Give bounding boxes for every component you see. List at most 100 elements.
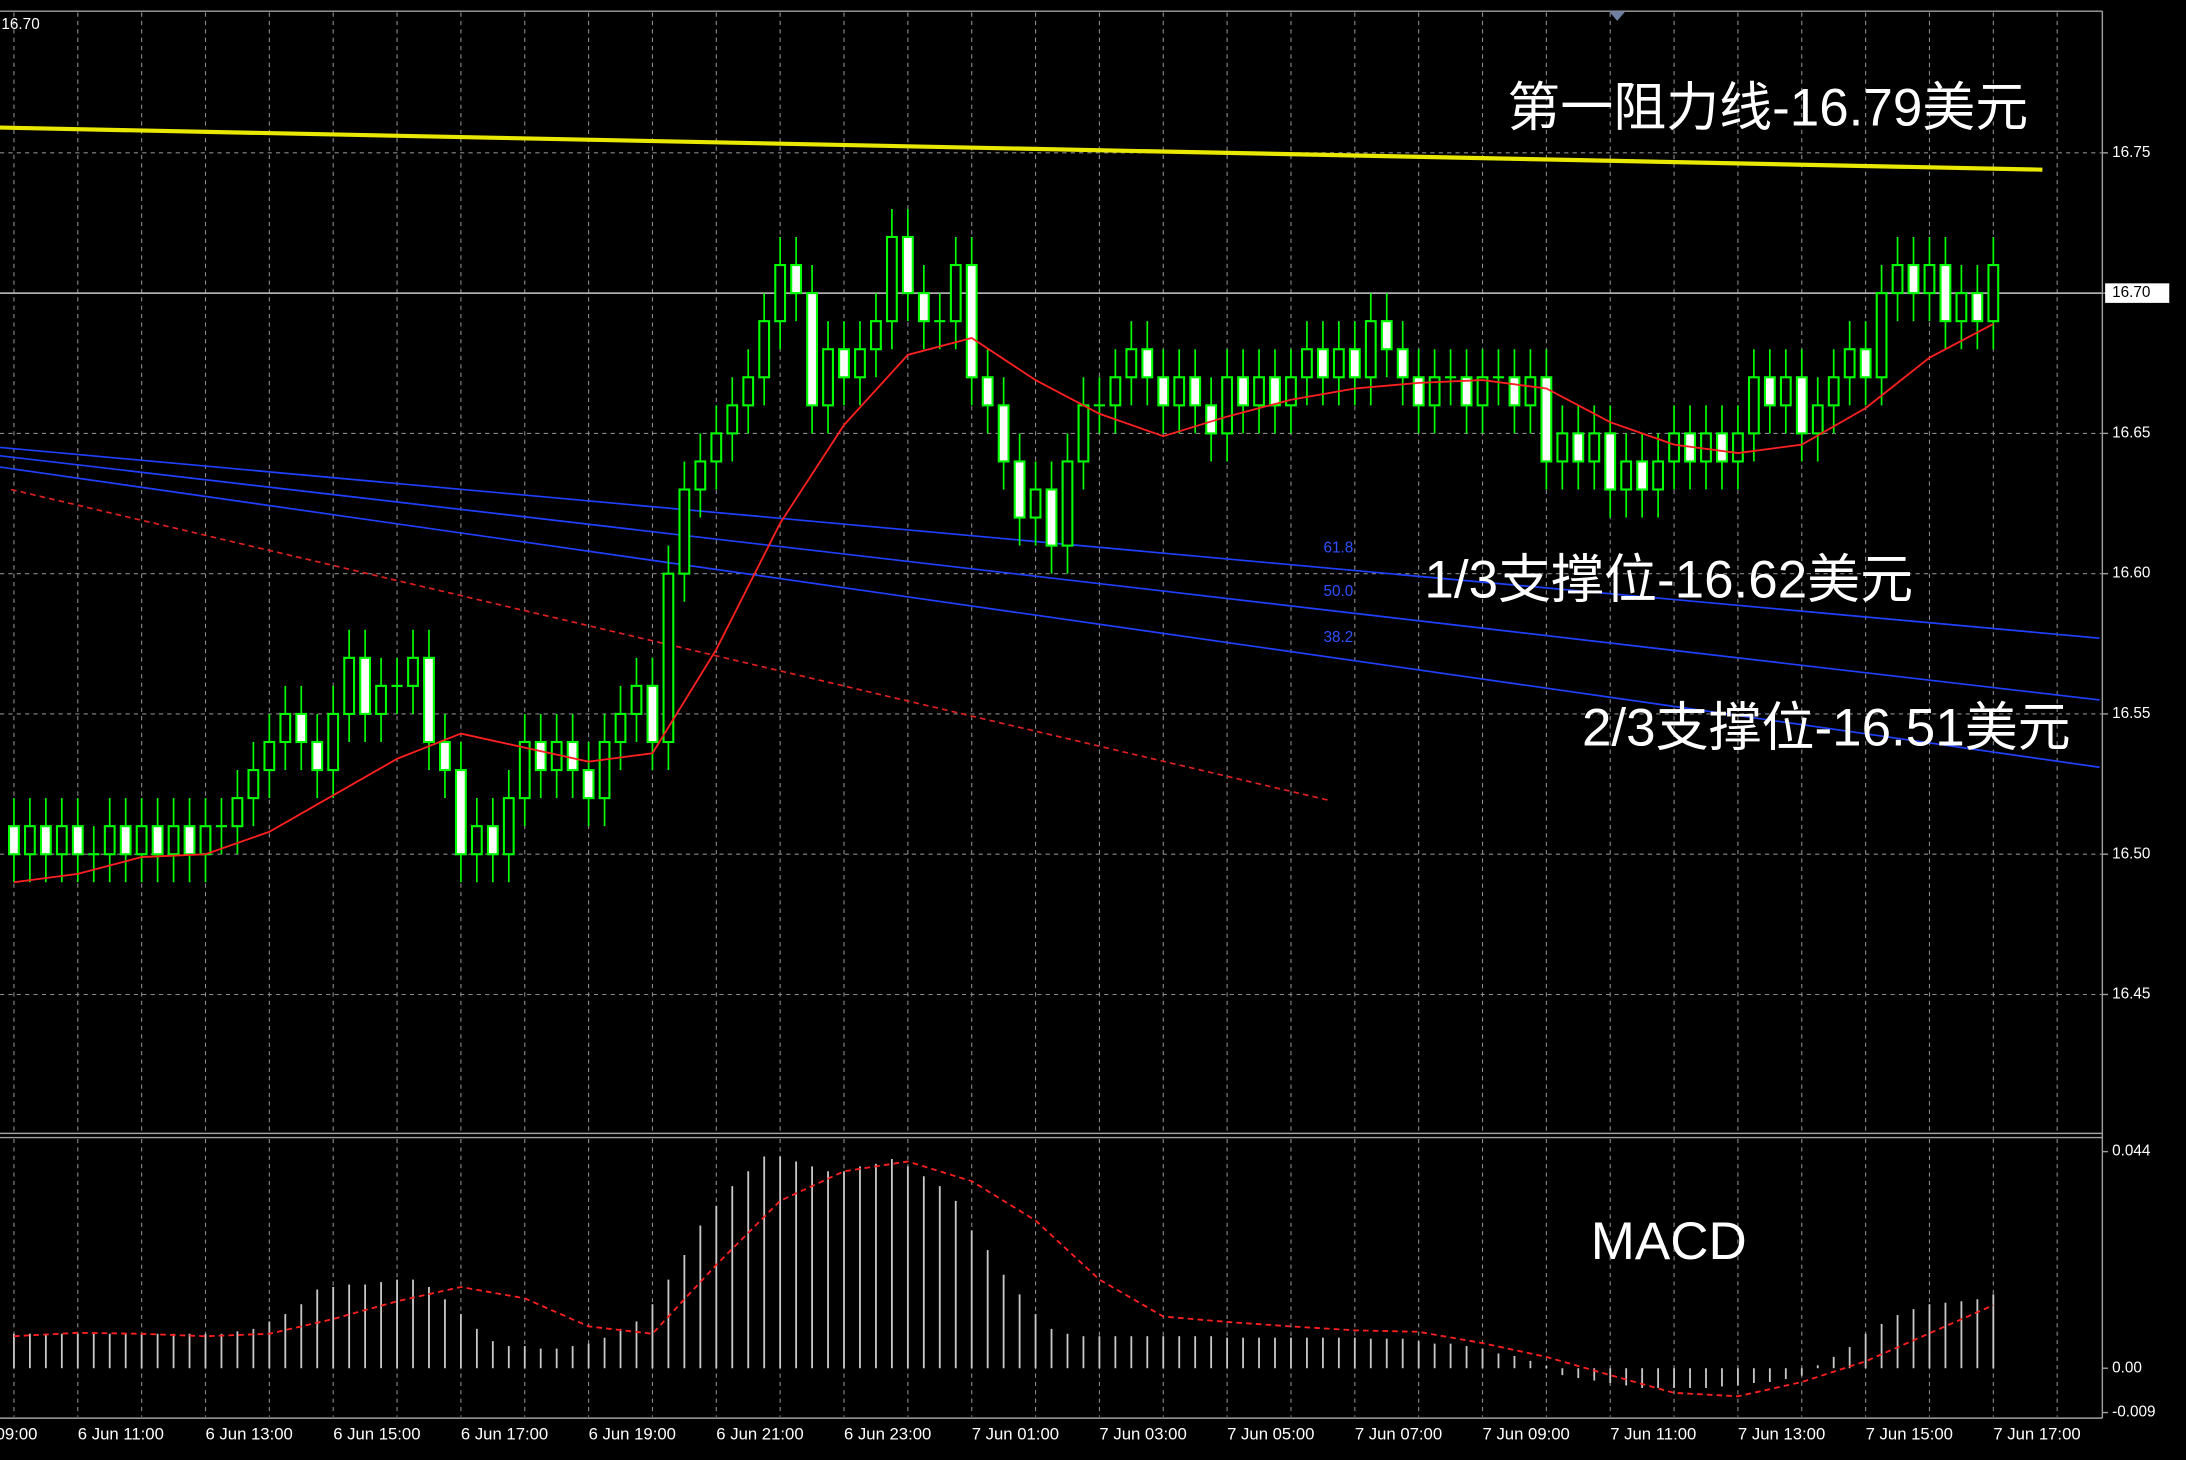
candle-body xyxy=(1955,292,1968,323)
candle-body xyxy=(870,320,882,351)
x-tick-label: 7 Jun 15:00 xyxy=(1866,1424,1953,1443)
candle-body xyxy=(1125,348,1138,379)
candle-body xyxy=(774,264,787,323)
candle-body xyxy=(231,797,244,828)
candle-body xyxy=(1221,376,1234,435)
candle-body xyxy=(885,235,898,323)
candle-body xyxy=(183,825,196,856)
x-tick-label: 6 Jun 21:00 xyxy=(716,1424,803,1443)
candle-body xyxy=(1891,264,1904,295)
candle-body xyxy=(1205,404,1218,435)
candle-body xyxy=(1412,376,1425,407)
candle-body xyxy=(1843,348,1856,379)
candle-body xyxy=(327,712,340,772)
y-tick-label: 16.75 xyxy=(2112,144,2150,161)
y-tick-label: 0.044 xyxy=(2112,1143,2151,1160)
candle-body xyxy=(439,740,451,772)
candle-body xyxy=(1460,376,1473,407)
candle-body xyxy=(1827,376,1840,407)
candle-body xyxy=(1285,376,1297,407)
candle-body xyxy=(1077,404,1090,463)
candle-body xyxy=(1971,292,1984,323)
candle-body xyxy=(598,740,611,800)
candle-body xyxy=(103,825,116,856)
candle-body xyxy=(1604,432,1617,491)
candle-body xyxy=(1141,348,1154,379)
candle-body xyxy=(1652,460,1665,491)
candle-body xyxy=(901,235,914,295)
candle-body xyxy=(518,740,531,800)
candle-body xyxy=(23,825,36,856)
candle-body xyxy=(470,825,483,856)
y-tick-label: 16.55 xyxy=(2112,705,2150,722)
candle-body xyxy=(247,769,260,800)
candle-body xyxy=(167,825,180,856)
candle-body xyxy=(1907,264,1920,295)
candle-body xyxy=(1301,348,1313,379)
x-tick-label: 6 Jun 11:00 xyxy=(78,1424,164,1443)
candle-body xyxy=(1700,432,1712,463)
candle-body xyxy=(8,825,20,856)
candle-body xyxy=(375,684,388,715)
candle-body xyxy=(1348,348,1361,379)
candle-body xyxy=(343,656,356,715)
x-tick-label: 7 Jun 17:00 xyxy=(1993,1424,2080,1443)
candle-body xyxy=(151,825,164,856)
y-tick-label: 0.00 xyxy=(2112,1359,2142,1376)
candle-body xyxy=(295,712,308,744)
candle-body xyxy=(39,825,52,856)
candle-body xyxy=(1588,432,1601,463)
shift-marker xyxy=(1608,11,1626,21)
candle-body xyxy=(614,712,627,744)
candle-body xyxy=(135,825,148,856)
candle-body xyxy=(1237,376,1250,407)
candle-body xyxy=(1428,376,1441,407)
x-tick-label: 6 Jun 17:00 xyxy=(461,1424,548,1443)
annotation: 2/3支撑位-16.51美元 xyxy=(1582,698,2071,757)
header-price: 16.70 xyxy=(1,16,39,33)
candle-body xyxy=(1859,348,1872,379)
candle-body xyxy=(1189,376,1202,407)
candle-body xyxy=(1332,348,1345,379)
candle-body xyxy=(1572,432,1585,463)
candle-body xyxy=(502,797,515,856)
x-tick-label: 7 Jun 13:00 xyxy=(1738,1424,1825,1443)
candle-body xyxy=(359,656,372,715)
y-tick-label: 16.65 xyxy=(2112,424,2150,441)
candle-body xyxy=(566,740,579,772)
candle-body xyxy=(1380,320,1393,351)
candle-body xyxy=(1875,292,1888,379)
x-tick-label: 6 Jun 15:00 xyxy=(333,1424,420,1443)
candle-body xyxy=(694,460,707,491)
candle-body xyxy=(1668,432,1680,463)
candle-body xyxy=(1109,376,1122,407)
candle-body xyxy=(838,348,850,379)
candle-body xyxy=(1987,264,2000,323)
candle-body xyxy=(997,404,1010,463)
candle-body xyxy=(1795,376,1808,435)
x-tick-label: 6 Jun 23:00 xyxy=(844,1424,931,1443)
candle-body xyxy=(1811,404,1824,435)
candle-body xyxy=(119,825,132,856)
candle-body xyxy=(630,684,643,715)
candle-body xyxy=(662,572,675,744)
candle-body xyxy=(1939,264,1952,323)
candle-body xyxy=(822,348,834,407)
candle-body xyxy=(407,656,419,687)
candle-body xyxy=(726,404,739,435)
candle-body xyxy=(55,825,68,856)
candle-body xyxy=(1540,376,1553,463)
candle-body xyxy=(423,656,435,744)
panel-title: MACD xyxy=(1591,1212,1747,1271)
candle-body xyxy=(1556,432,1569,463)
candle-body xyxy=(1524,376,1537,407)
candle-body xyxy=(1396,348,1409,379)
candle-body xyxy=(279,712,292,744)
candle-body xyxy=(1157,376,1170,407)
candle-body xyxy=(199,825,212,856)
current-price-box xyxy=(2105,283,2170,303)
y-tick-label: -0.009 xyxy=(2112,1404,2155,1421)
candle-body xyxy=(1476,376,1489,407)
candle-body xyxy=(311,740,324,772)
